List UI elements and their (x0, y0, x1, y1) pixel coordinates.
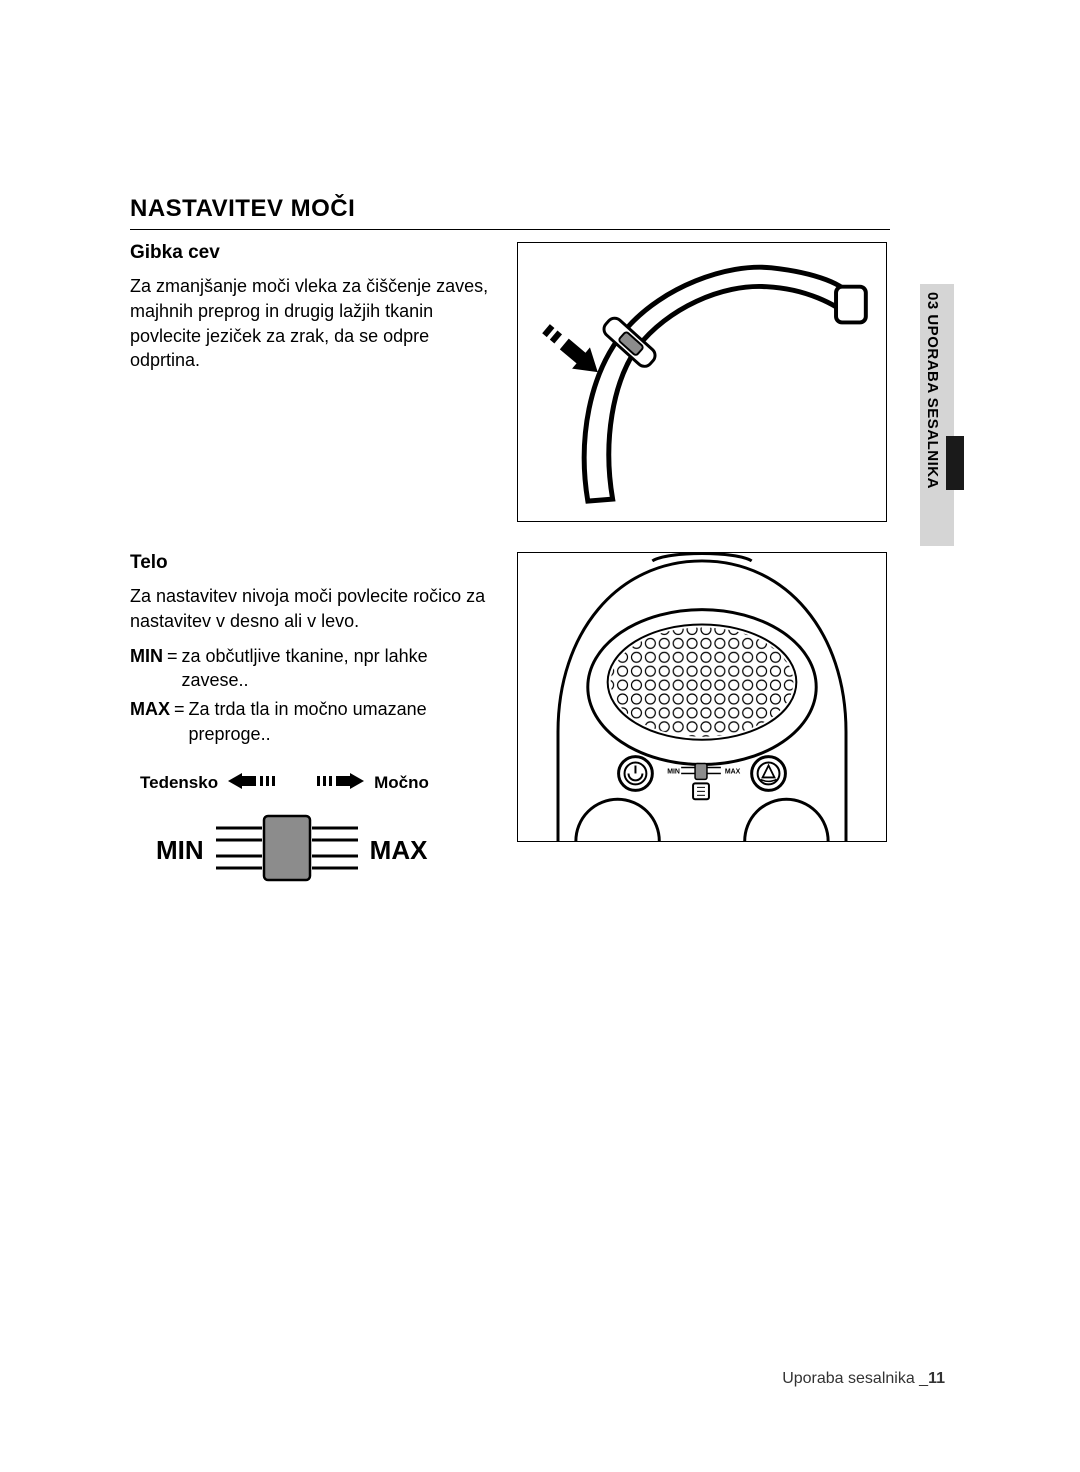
footer-page-number: 11 (928, 1370, 945, 1387)
page-footer: Uporaba sesalnika _11 (782, 1370, 945, 1388)
body-figure: MIN MAX (517, 552, 887, 842)
hose-figure-column (517, 242, 887, 522)
label-left: Tedensko (140, 773, 218, 793)
max-definition: MAX = Za trda tla in močno umazane prepr… (130, 697, 495, 747)
slider-max-label: MAX (370, 835, 428, 866)
body-figure-column: MIN MAX (517, 552, 887, 887)
min-key: MIN (130, 644, 163, 694)
direction-labels: Tedensko (130, 771, 495, 796)
arrow-right-icon (314, 771, 364, 796)
max-text: Za trda tla in močno umazane preproge.. (189, 697, 495, 747)
hose-illustration (518, 243, 886, 521)
page-content: NASTAVITEV MOČI Gibka cev Za zmanjšanje … (130, 195, 890, 887)
footer-text: Uporaba sesalnika _ (782, 1370, 928, 1387)
side-tab-label: 03 UPORABA SESALNIKA (924, 292, 941, 489)
row-hose: Gibka cev Za zmanjšanje moči vleka za či… (130, 242, 890, 522)
row-body: Telo Za nastavitev nivoja moči povlecite… (130, 552, 890, 887)
hose-figure (517, 242, 887, 522)
min-definition: MIN = za občutljive tkanine, npr lahke z… (130, 644, 495, 694)
max-key: MAX (130, 697, 170, 747)
body-paragraph: Za nastavitev nivoja moči povlecite roči… (130, 584, 495, 634)
label-right: Močno (374, 773, 429, 793)
vacuum-top-illustration: MIN MAX (518, 553, 886, 841)
arrow-left-icon (228, 771, 278, 796)
side-tab: 03 UPORABA SESALNIKA (920, 284, 954, 546)
equals-sign: = (170, 697, 189, 747)
side-tab-thumb (946, 436, 964, 490)
slider-min-label: MIN (156, 835, 204, 866)
body-text-column: Telo Za nastavitev nivoja moči povlecite… (130, 552, 495, 887)
section-divider (130, 229, 890, 230)
body-heading: Telo (130, 552, 495, 574)
power-slider: MIN MAX (130, 814, 495, 887)
min-text: za občutljive tkanine, npr lahke zavese.… (182, 644, 495, 694)
svg-text:MIN: MIN (667, 768, 680, 775)
slider-icon (212, 814, 362, 887)
section-title: NASTAVITEV MOČI (130, 195, 890, 223)
hose-paragraph: Za zmanjšanje moči vleka za čiščenje zav… (130, 274, 495, 373)
equals-sign: = (163, 644, 182, 694)
hose-text-column: Gibka cev Za zmanjšanje moči vleka za či… (130, 242, 495, 522)
svg-text:MAX: MAX (725, 768, 741, 775)
hose-heading: Gibka cev (130, 242, 495, 264)
